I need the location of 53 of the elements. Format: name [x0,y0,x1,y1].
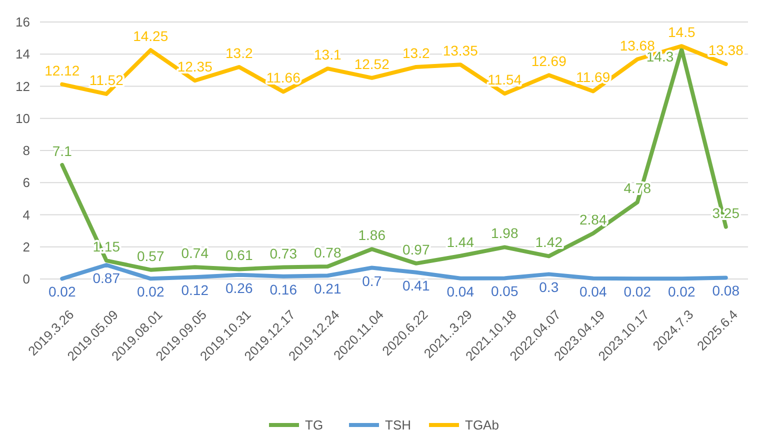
y-tick-label: 10 [16,110,30,126]
data-label: 0.05 [491,283,518,300]
data-label: 0.78 [314,244,342,260]
data-label: 7.1 [52,142,72,159]
data-label: 13.38 [708,42,744,58]
legend-label: TGAb [465,418,499,433]
data-label: 0.04 [446,283,474,300]
data-label: 11.69 [576,69,610,86]
data-label: 1.98 [491,225,518,242]
data-label: 0.02 [137,284,164,300]
y-tick-label: 14 [16,46,30,62]
data-label: 0.97 [402,241,430,258]
data-label: 13.2 [402,44,430,61]
y-tick-label: 4 [22,207,30,222]
data-label: 0.26 [226,280,253,296]
data-label: 1.42 [535,234,563,250]
data-label: 0.87 [92,270,120,286]
y-tick-label: 6 [22,175,30,190]
data-label: 11.66 [266,70,301,86]
data-label: 0.57 [137,248,164,264]
data-label: 13.2 [226,44,253,61]
y-tick-label: 2 [22,239,30,254]
y-tick-label: 16 [16,14,30,30]
data-label: 0.73 [270,245,298,262]
y-tick-label: 0 [22,272,30,287]
data-label: 12.69 [531,53,567,70]
data-label: 11.54 [488,72,522,88]
data-label: 14.25 [133,28,168,44]
data-label: 12.52 [354,56,390,72]
data-label: 0.61 [226,247,253,264]
data-label: 0.21 [314,280,342,297]
data-label: 2.84 [580,211,607,228]
data-label: 14.5 [668,24,696,40]
data-label: 0.74 [181,245,209,262]
y-tick-label: 12 [16,78,30,94]
data-label: 0.02 [624,284,652,300]
data-label: 0.7 [362,272,382,289]
data-label: 0.16 [270,281,298,298]
data-label: 0.02 [48,284,76,300]
data-label: 0.02 [668,284,696,300]
legend-label: TG [305,418,324,433]
legend-label: TSH [385,418,411,433]
data-label: 1.44 [446,234,474,250]
y-tick-label: 8 [22,143,30,158]
data-label: 0.08 [712,282,740,299]
data-label: 12.12 [44,62,80,78]
data-label: 0.3 [539,279,559,296]
data-label: 13.1 [314,46,342,63]
data-label: 13.35 [442,42,478,59]
data-label: 0.12 [181,282,209,298]
data-label: 0.04 [580,283,607,300]
data-label: 0.41 [402,277,430,294]
data-label: 1.86 [358,227,386,244]
